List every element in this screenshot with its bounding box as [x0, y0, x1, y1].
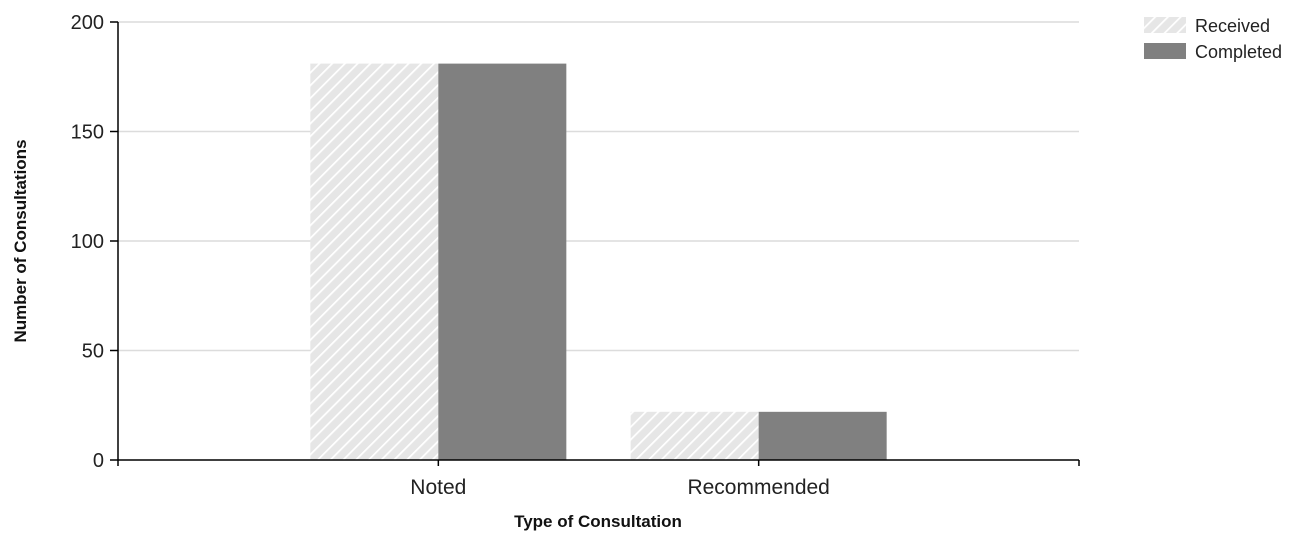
bar-completed-recommended: [758, 411, 887, 460]
legend-swatch-received: [1144, 17, 1186, 33]
legend-swatch-completed: [1144, 43, 1186, 59]
legend-label-completed: Completed: [1195, 42, 1282, 62]
bar-received-recommended: [630, 411, 759, 460]
y-tick-label: 0: [93, 450, 104, 472]
y-axis-title: Number of Consultations: [11, 139, 30, 342]
x-axis-title: Type of Consultation: [514, 512, 682, 531]
y-tick-label: 150: [71, 122, 104, 144]
x-tick-label: Recommended: [687, 476, 829, 499]
bars: [310, 63, 887, 461]
legend: Received Completed: [1144, 16, 1282, 62]
bar-received-noted: [310, 63, 439, 461]
bar-completed-noted: [438, 63, 567, 461]
y-tick-label: 50: [82, 341, 104, 363]
x-axis-ticks: Noted Recommended: [117, 460, 1080, 499]
y-tick-label: 100: [71, 231, 104, 253]
gridlines: [118, 21, 1079, 352]
legend-label-received: Received: [1195, 16, 1270, 36]
y-axis-ticks: 0 50 100 150 200: [71, 12, 118, 472]
x-tick-label: Noted: [410, 476, 466, 499]
y-tick-label: 200: [71, 12, 104, 34]
